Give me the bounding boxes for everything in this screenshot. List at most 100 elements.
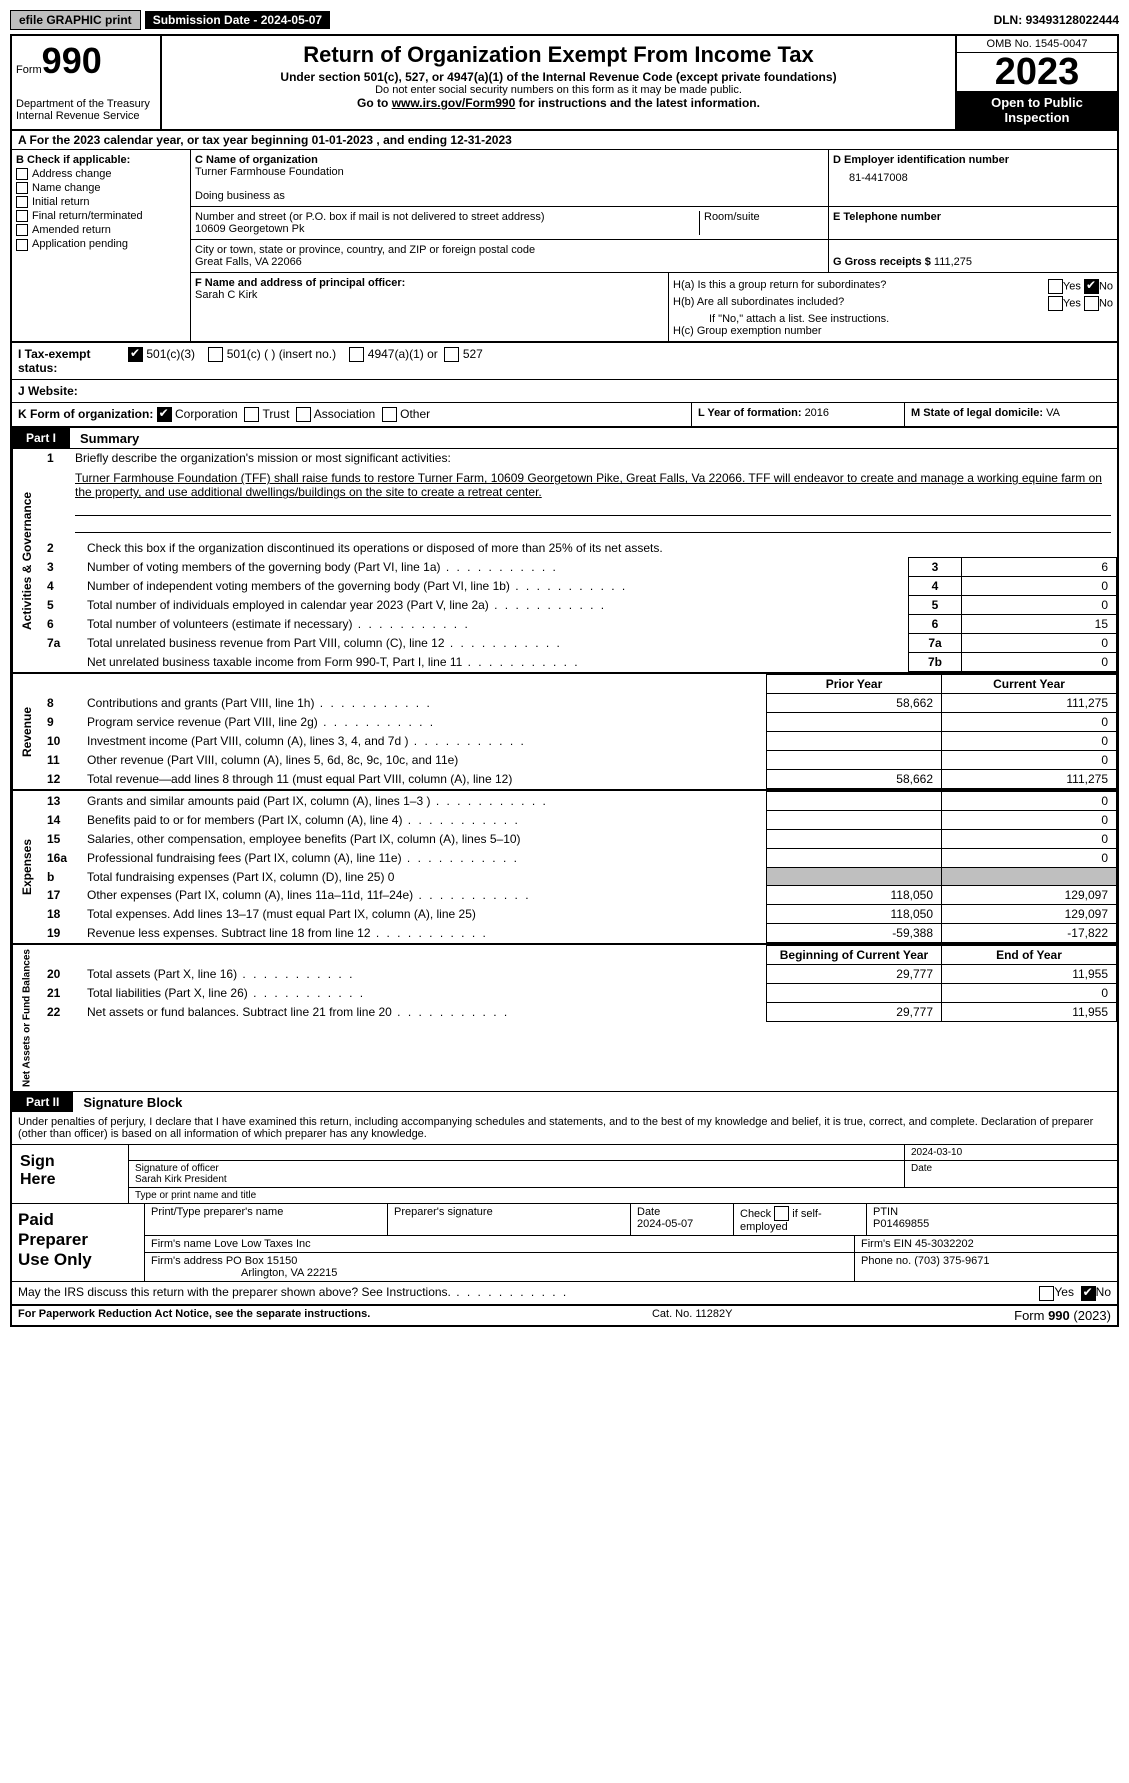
hdr-end: End of Year — [942, 946, 1117, 965]
box-k: K Form of organization: Corporation Trus… — [12, 403, 692, 426]
year-box: OMB No. 1545-0047 2023 Open to Public In… — [955, 36, 1117, 129]
opt-address-change: Address change — [32, 168, 112, 180]
chk-amended[interactable] — [16, 224, 28, 236]
chk-corp[interactable] — [157, 407, 172, 422]
p19: -59,388 — [767, 924, 942, 943]
gross-label: G Gross receipts $ — [833, 256, 934, 268]
p15 — [767, 830, 942, 849]
box-f: F Name and address of principal officer:… — [191, 273, 669, 341]
chk-assoc[interactable] — [296, 407, 311, 422]
hb-yes[interactable] — [1048, 296, 1063, 311]
discuss-yes[interactable] — [1039, 1286, 1054, 1301]
chk-self-employed[interactable] — [774, 1206, 789, 1221]
line11: Other revenue (Part VIII, column (A), li… — [87, 753, 458, 767]
form-title: Return of Organization Exempt From Incom… — [166, 42, 951, 68]
sig-date-label: Date — [905, 1161, 1117, 1187]
val6: 15 — [962, 615, 1117, 634]
b20: 29,777 — [767, 965, 942, 984]
discuss-row: May the IRS discuss this return with the… — [12, 1281, 1117, 1303]
opt-501c3: 501(c)(3) — [146, 347, 195, 361]
line18: Total expenses. Add lines 13–17 (must eq… — [87, 907, 476, 921]
line9: Program service revenue (Part VIII, line… — [87, 715, 435, 729]
val3: 6 — [962, 558, 1117, 577]
subdate-label: Submission Date - — [153, 13, 261, 27]
form-990: Form990 Department of the Treasury Inter… — [10, 34, 1119, 1327]
sig-officer-label: Signature of officer — [135, 1163, 219, 1174]
goto-post: for instructions and the latest informat… — [515, 96, 760, 110]
chk-app-pending[interactable] — [16, 239, 28, 251]
efile-print-button[interactable]: efile GRAPHIC print — [10, 10, 141, 30]
org-name: Turner Farmhouse Foundation — [195, 166, 824, 178]
c14: 0 — [942, 811, 1117, 830]
hc-label: H(c) Group exemption number — [673, 325, 1113, 337]
hdr-begin: Beginning of Current Year — [767, 946, 942, 965]
firm-addr2: Arlington, VA 22215 — [151, 1267, 337, 1279]
irs-link[interactable]: www.irs.gov/Form990 — [392, 96, 516, 110]
expenses-table: 13Grants and similar amounts paid (Part … — [41, 791, 1117, 943]
val5: 0 — [962, 596, 1117, 615]
footer-left: For Paperwork Reduction Act Notice, see … — [18, 1308, 370, 1323]
box-b-title: B Check if applicable: — [16, 154, 186, 166]
firm-label: Firm's name — [151, 1238, 214, 1250]
firm-phone: (703) 375-9671 — [914, 1255, 989, 1267]
chk-trust[interactable] — [244, 407, 259, 422]
box-g: G Gross receipts $ 111,275 — [829, 240, 1117, 273]
chk-initial-return[interactable] — [16, 196, 28, 208]
c12: 111,275 — [942, 770, 1117, 789]
form-word: Form — [16, 64, 42, 76]
gross-value: 111,275 — [934, 256, 972, 268]
chk-final-return[interactable] — [16, 210, 28, 222]
box-e: E Telephone number — [829, 207, 1117, 240]
dba-label: Doing business as — [195, 190, 824, 202]
chk-other[interactable] — [382, 407, 397, 422]
chk-501c3[interactable] — [128, 347, 143, 362]
sign-here-row: SignHere 2024-03-10 Signature of officer… — [12, 1144, 1117, 1203]
line7b: Net unrelated business taxable income fr… — [87, 655, 580, 669]
period-mid: , and ending — [376, 133, 450, 147]
prep-sig-hdr: Preparer's signature — [388, 1204, 631, 1235]
c11: 0 — [942, 751, 1117, 770]
chk-501c[interactable] — [208, 347, 223, 362]
chk-name-change[interactable] — [16, 182, 28, 194]
box-h: H(a) Is this a group return for subordin… — [669, 273, 1117, 341]
part2-title: Signature Block — [73, 1095, 182, 1110]
l-value: 2016 — [805, 407, 829, 419]
firm-ein: 45-3032202 — [915, 1238, 974, 1250]
opt-501c: 501(c) ( ) (insert no.) — [227, 347, 336, 361]
section-revenue: Revenue Prior YearCurrent Year 8Contribu… — [12, 673, 1117, 790]
p18: 118,050 — [767, 905, 942, 924]
form-number: 990 — [42, 40, 102, 81]
line14: Benefits paid to or for members (Part IX… — [87, 813, 520, 827]
val4: 0 — [962, 577, 1117, 596]
blank-line-1 — [75, 501, 1111, 516]
chk-address-change[interactable] — [16, 168, 28, 180]
hdr-prior: Prior Year — [767, 675, 942, 694]
side-net: Net Assets or Fund Balances — [12, 945, 41, 1091]
tax-year: 2023 — [957, 53, 1117, 91]
discuss-no[interactable] — [1081, 1286, 1096, 1301]
part1-tag: Part I — [12, 428, 70, 448]
blank-line-2 — [75, 518, 1111, 533]
footer-right: Form 990 (2023) — [1014, 1308, 1111, 1323]
hb-no[interactable] — [1084, 296, 1099, 311]
prep-date-hdr: Date — [637, 1206, 660, 1218]
netassets-table: Beginning of Current YearEnd of Year 20T… — [41, 945, 1117, 1022]
ha-yes[interactable] — [1048, 279, 1063, 294]
m-label: M State of legal domicile: — [911, 407, 1046, 419]
b21 — [767, 984, 942, 1003]
part2-tag: Part II — [12, 1092, 73, 1112]
line12: Total revenue—add lines 8 through 11 (mu… — [87, 772, 512, 786]
title-box: Return of Organization Exempt From Incom… — [162, 36, 955, 129]
part1-title: Summary — [70, 431, 139, 446]
chk-527[interactable] — [444, 347, 459, 362]
firm-addr1: PO Box 15150 — [226, 1255, 298, 1267]
ha-no[interactable] — [1084, 279, 1099, 294]
b22: 29,777 — [767, 1003, 942, 1022]
e21: 0 — [942, 984, 1117, 1003]
box-d: D Employer identification number 81-4417… — [829, 150, 1117, 207]
chk-4947[interactable] — [349, 347, 364, 362]
line2: Check this box if the organization disco… — [87, 541, 663, 555]
opt-527: 527 — [463, 347, 483, 361]
p11 — [767, 751, 942, 770]
header-row: Form990 Department of the Treasury Inter… — [12, 36, 1117, 131]
